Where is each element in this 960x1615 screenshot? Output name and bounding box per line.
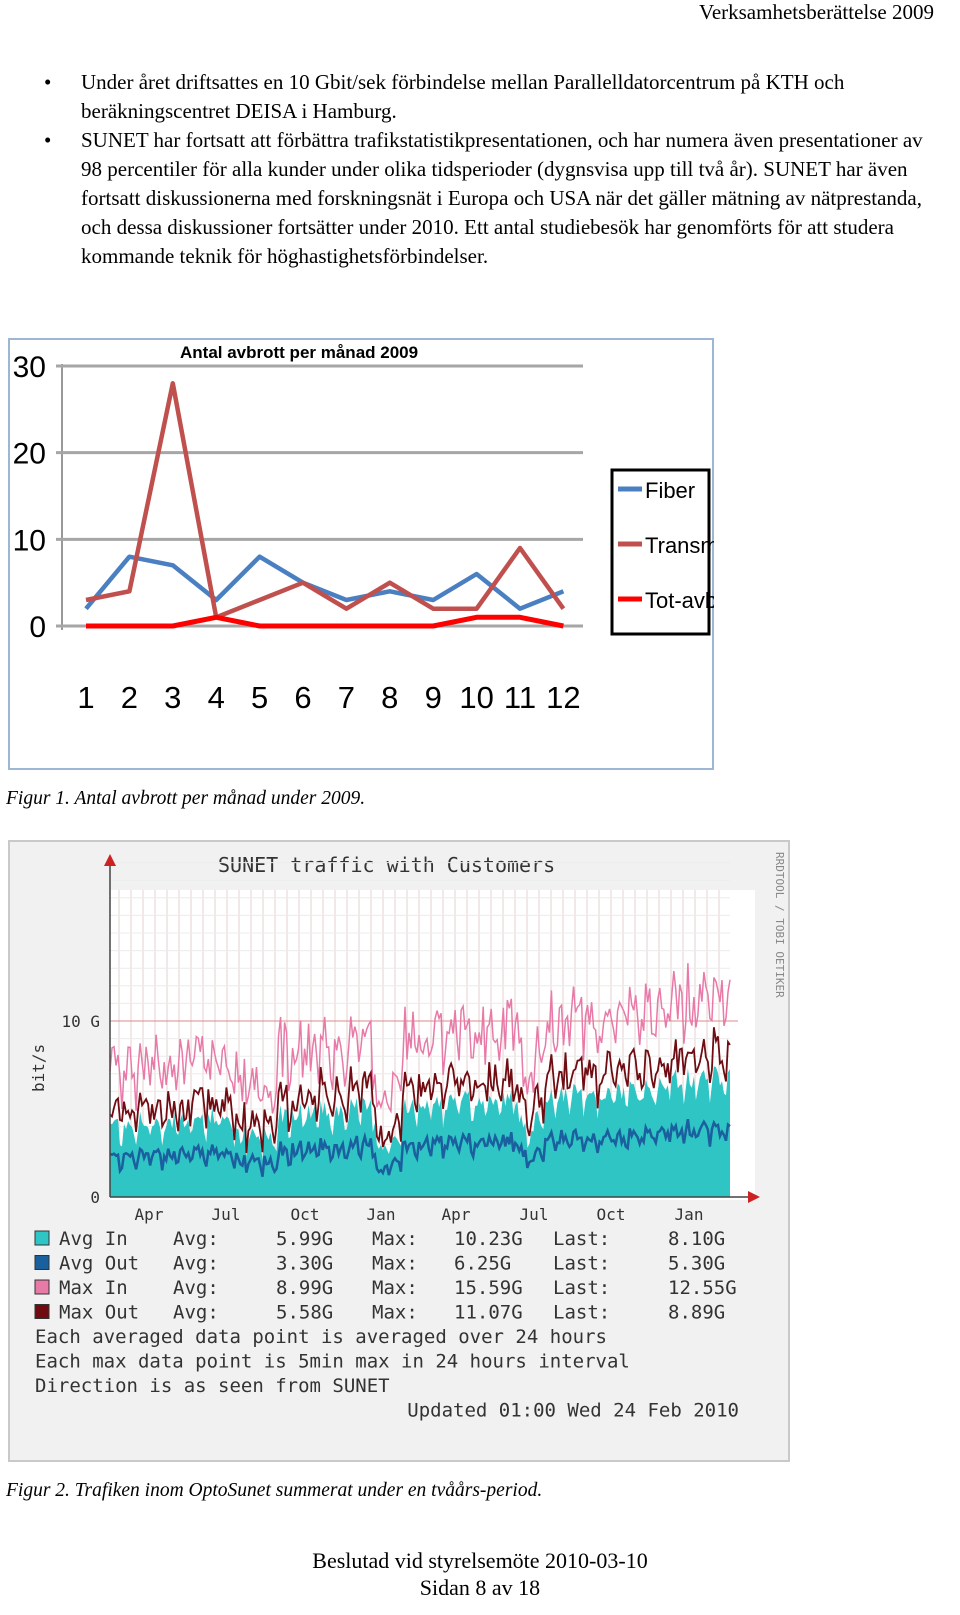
series-line-transm [85, 381, 566, 620]
legend-last-word: Last: [553, 1253, 610, 1275]
x-tick-label: Oct [597, 1205, 626, 1224]
legend-last-value: 12.55G [668, 1277, 737, 1299]
series-line-tot-avbr [86, 614, 564, 629]
legend-avg-word: Avg: [173, 1302, 219, 1324]
legend-box [610, 468, 711, 636]
x-axis-arrow-icon [748, 1191, 760, 1203]
legend-label: Max In [59, 1277, 128, 1299]
legend-max-value: 10.23G [454, 1228, 523, 1250]
legend-last-value: 8.89G [668, 1302, 725, 1324]
chart-frame [8, 338, 714, 770]
bullet-item: • Under året driftsattes en 10 Gbit/sek f… [0, 68, 960, 126]
x-tick-label: 7 [338, 680, 355, 715]
x-tick-label: Apr [442, 1205, 471, 1224]
legend-avg-value: 5.58G [276, 1302, 333, 1324]
y-tick-label: 30 [13, 351, 46, 384]
legend-max-value: 15.59G [454, 1277, 523, 1299]
legend-avg-word: Avg: [173, 1228, 219, 1250]
y-axis-label: bit/s [29, 1044, 48, 1092]
y-tick-label: 0 [29, 611, 46, 644]
max-in-line [109, 963, 731, 1114]
figure1-caption: Figur 1. Antal avbrott per månad under 2… [6, 788, 366, 809]
legend-max-word: Max: [372, 1302, 418, 1324]
legend-last-value: 8.10G [668, 1228, 725, 1250]
footer-approval: Beslutad vid styrelsemöte 2010-03-10 [312, 1548, 648, 1573]
y-axis-arrow-icon [104, 854, 116, 866]
x-tick-label: 12 [546, 680, 580, 715]
y-tick-label: 10 G [61, 1012, 100, 1031]
legend-label: Avg Out [59, 1253, 139, 1275]
legend-avg-value: 8.99G [276, 1277, 333, 1299]
x-tick-label: 2 [121, 680, 138, 715]
legend-avg-value: 5.99G [276, 1228, 333, 1250]
x-tick-label: Apr [135, 1205, 164, 1224]
legend-swatch [34, 1279, 50, 1295]
legend-note: Direction is as seen from SUNET [35, 1375, 390, 1397]
legend-last-word: Last: [553, 1302, 610, 1324]
x-tick-label: 1 [77, 680, 94, 715]
legend-label: Transm [645, 533, 714, 558]
legend-last-value: 5.30G [668, 1253, 725, 1275]
x-tick-label: 11 [504, 680, 536, 715]
x-tick-label: 8 [381, 680, 398, 715]
legend-max-word: Max: [372, 1228, 418, 1250]
legend-max-value: 11.07G [454, 1302, 523, 1324]
chart-title: Antal avbrott per månad 2009 [180, 343, 418, 362]
bullet-icon: • [44, 128, 52, 152]
footer-page-number: Sidan 8 av 18 [419, 1575, 541, 1600]
x-tick-label: 10 [459, 680, 493, 715]
y-tick-label: 10 [13, 524, 46, 557]
legend-swatch [34, 1230, 50, 1246]
chart-title: SUNET traffic with Customers [218, 853, 555, 877]
legend-max-value: 6.25G [454, 1253, 511, 1275]
x-tick-label: Jul [520, 1205, 549, 1224]
x-tick-label: Jul [212, 1205, 241, 1224]
x-tick-label: 6 [294, 680, 311, 715]
x-tick-label: Jan [367, 1205, 396, 1224]
x-tick-label: 3 [164, 680, 181, 715]
bullet-list: • Under året driftsattes en 10 Gbit/sek f… [0, 68, 960, 271]
bullet-text: Under året driftsattes en 10 Gbit/sek fö… [81, 70, 845, 123]
updated-timestamp: Updated 01:00 Wed 24 Feb 2010 [407, 1400, 739, 1422]
avg-out-line [109, 1118, 731, 1178]
legend-label: Avg In [59, 1228, 128, 1250]
bullet-item: • SUNET har fortsatt att förbättra trafik… [0, 126, 960, 271]
legend-note: Each max data point is 5min max in 24 ho… [35, 1351, 630, 1373]
x-tick-label: 5 [251, 680, 268, 715]
legend-last-word: Last: [553, 1228, 610, 1250]
legend-note: Each averaged data point is averaged ove… [35, 1326, 607, 1348]
avg-in-area [110, 1066, 730, 1197]
legend-swatch [34, 1304, 50, 1319]
x-tick-label: Jan [675, 1205, 704, 1224]
legend-max-word: Max: [372, 1277, 418, 1299]
legend-max-word: Max: [372, 1253, 418, 1275]
legend-label: Fiber [645, 478, 695, 503]
legend-label: Tot-avbr [645, 588, 714, 613]
document-header: Verksamhetsberättelse 2009 [698, 0, 934, 24]
legend-avg-value: 3.30G [276, 1253, 333, 1275]
legend-avg-word: Avg: [173, 1253, 219, 1275]
y-tick-label: 0 [90, 1188, 100, 1207]
legend-avg-word: Avg: [173, 1277, 219, 1299]
x-tick-label: Oct [291, 1205, 320, 1224]
x-tick-label: 4 [208, 680, 225, 715]
figure2-caption: Figur 2. Trafiken inom OptoSunet summera… [6, 1480, 543, 1501]
series-line-fiber [84, 554, 565, 611]
rrdtool-credit: RRDTOOL / TOBI OETIKER [773, 852, 786, 998]
x-tick-label: 9 [425, 680, 442, 715]
legend-last-word: Last: [553, 1277, 610, 1299]
max-out-line [109, 1027, 731, 1154]
legend-swatch [34, 1255, 50, 1270]
legend-label: Max Out [59, 1302, 139, 1324]
traffic-area-chart: SUNET traffic with Customers bit/s RRDTO… [8, 840, 790, 1462]
y-tick-label: 20 [13, 438, 46, 471]
bullet-text: SUNET har fortsatt att förbättra trafiks… [81, 128, 923, 268]
bullet-icon: • [44, 70, 52, 94]
